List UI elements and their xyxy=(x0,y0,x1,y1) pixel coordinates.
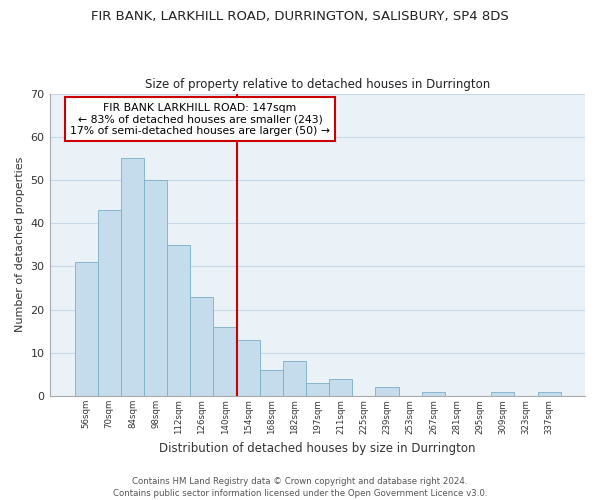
Bar xyxy=(283,362,306,396)
Bar xyxy=(167,245,190,396)
Bar xyxy=(538,392,560,396)
Bar xyxy=(214,327,236,396)
Bar xyxy=(491,392,514,396)
Bar xyxy=(236,340,260,396)
Bar xyxy=(121,158,144,396)
Bar xyxy=(260,370,283,396)
Bar xyxy=(329,378,352,396)
X-axis label: Distribution of detached houses by size in Durrington: Distribution of detached houses by size … xyxy=(160,442,476,455)
Bar xyxy=(422,392,445,396)
Bar xyxy=(306,383,329,396)
Text: Contains HM Land Registry data © Crown copyright and database right 2024.
Contai: Contains HM Land Registry data © Crown c… xyxy=(113,476,487,498)
Bar xyxy=(190,296,214,396)
Bar xyxy=(98,210,121,396)
Bar xyxy=(376,388,398,396)
Bar xyxy=(144,180,167,396)
Text: FIR BANK, LARKHILL ROAD, DURRINGTON, SALISBURY, SP4 8DS: FIR BANK, LARKHILL ROAD, DURRINGTON, SAL… xyxy=(91,10,509,23)
Text: FIR BANK LARKHILL ROAD: 147sqm
← 83% of detached houses are smaller (243)
17% of: FIR BANK LARKHILL ROAD: 147sqm ← 83% of … xyxy=(70,102,330,136)
Y-axis label: Number of detached properties: Number of detached properties xyxy=(15,157,25,332)
Bar xyxy=(74,262,98,396)
Title: Size of property relative to detached houses in Durrington: Size of property relative to detached ho… xyxy=(145,78,490,91)
